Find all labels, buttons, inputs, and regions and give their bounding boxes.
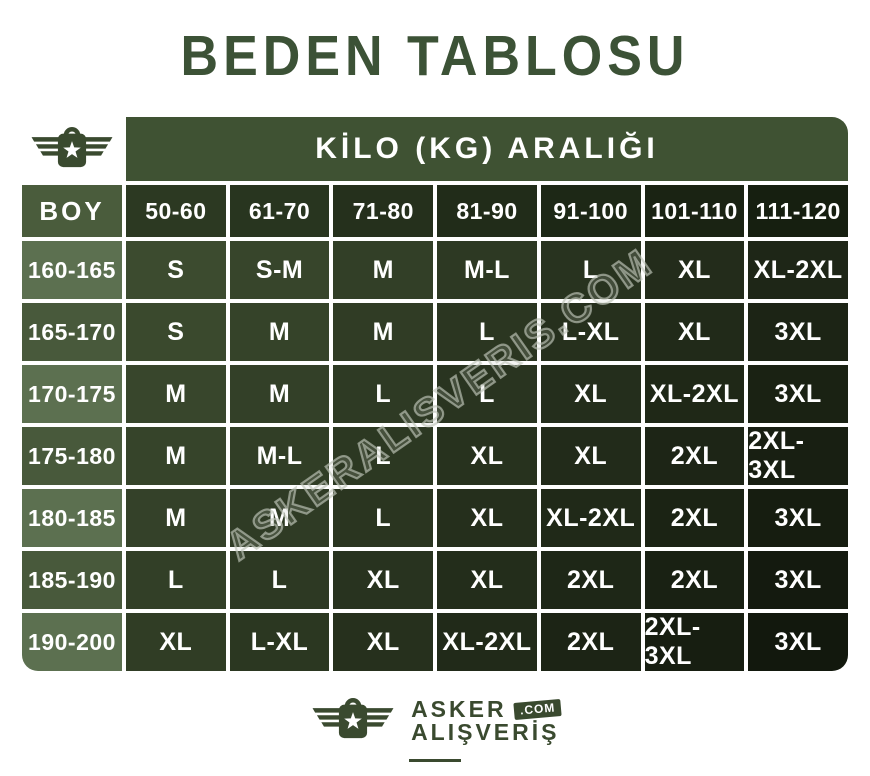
size-cell: 2XL	[540, 551, 641, 609]
size-cell: XL	[540, 427, 641, 485]
size-cell: L	[229, 551, 330, 609]
winged-bag-icon	[309, 694, 397, 747]
size-cell: 3XL	[748, 489, 848, 547]
size-cell: XL	[644, 241, 745, 299]
size-table: KİLO (KG) ARALIĞI BOY 50-60 61-70 71-80 81-…	[22, 117, 848, 671]
size-cell: XL-2XL	[748, 241, 848, 299]
footer-divider	[409, 759, 461, 762]
com-badge: .COM	[512, 698, 562, 720]
size-cell: M	[229, 303, 330, 361]
size-cell: M-L	[437, 241, 537, 299]
size-cell: L-XL	[540, 303, 641, 361]
size-cell: 3XL	[748, 303, 848, 361]
size-cell: XL	[437, 489, 537, 547]
size-cell: XL	[540, 365, 641, 423]
size-cell: M	[126, 427, 226, 485]
weight-header-cell: 111-120	[748, 185, 848, 237]
weight-header-cell: 81-90	[437, 185, 537, 237]
size-cell: L	[126, 551, 226, 609]
size-cell: L-XL	[229, 613, 330, 671]
size-cell: L	[333, 365, 434, 423]
brand-name-bottom: ALIŞVERİŞ	[411, 718, 560, 745]
height-cell: 185-190	[22, 551, 122, 609]
size-cell: L	[437, 303, 537, 361]
size-cell: 2XL-3XL	[644, 613, 745, 671]
height-column-header: BOY	[22, 185, 122, 237]
size-cell: M	[333, 303, 434, 361]
size-cell: M	[229, 489, 330, 547]
height-cell: 165-170	[22, 303, 122, 361]
weight-header-cell: 61-70	[229, 185, 330, 237]
weight-range-header: KİLO (KG) ARALIĞI	[126, 117, 848, 181]
size-cell: XL-2XL	[644, 365, 745, 423]
size-cell: S	[126, 241, 226, 299]
size-cell: 3XL	[748, 551, 848, 609]
weight-header-cell: 50-60	[126, 185, 226, 237]
height-cell: 170-175	[22, 365, 122, 423]
size-cell: M	[333, 241, 434, 299]
size-cell: 2XL	[540, 613, 641, 671]
size-cell: L	[333, 427, 434, 485]
weight-header-cell: 71-80	[333, 185, 434, 237]
size-cell: 2XL-3XL	[748, 427, 848, 485]
size-cell: L	[540, 241, 641, 299]
size-cell: XL	[126, 613, 226, 671]
size-cell: L	[437, 365, 537, 423]
size-cell: M	[229, 365, 330, 423]
height-cell: 180-185	[22, 489, 122, 547]
size-cell: 3XL	[748, 613, 848, 671]
size-cell: XL	[333, 613, 434, 671]
brand-name-top: ASKER	[411, 695, 507, 722]
size-cell: M	[126, 365, 226, 423]
size-cell: XL	[644, 303, 745, 361]
size-cell: S-M	[229, 241, 330, 299]
brand-logo-cell	[22, 117, 122, 181]
size-cell: XL	[333, 551, 434, 609]
size-cell: 2XL	[644, 551, 745, 609]
size-cell: 2XL	[644, 427, 745, 485]
height-cell: 160-165	[22, 241, 122, 299]
height-cell: 190-200	[22, 613, 122, 671]
size-cell: XL	[437, 551, 537, 609]
size-cell: XL-2XL	[540, 489, 641, 547]
size-cell: XL	[437, 427, 537, 485]
size-cell: 3XL	[748, 365, 848, 423]
size-cell: M	[126, 489, 226, 547]
height-cell: 175-180	[22, 427, 122, 485]
winged-bag-icon	[28, 123, 116, 176]
size-cell: M-L	[229, 427, 330, 485]
size-cell: L	[333, 489, 434, 547]
size-grid: KİLO (KG) ARALIĞI BOY 50-60 61-70 71-80 81-…	[22, 117, 848, 671]
page-title: BEDEN TABLOSU	[180, 25, 690, 88]
weight-header-cell: 101-110	[644, 185, 745, 237]
weight-header-cell: 91-100	[540, 185, 641, 237]
size-cell: 2XL	[644, 489, 745, 547]
size-cell: XL-2XL	[437, 613, 537, 671]
size-cell: S	[126, 303, 226, 361]
footer-brand: ASKER .COM ALIŞVERİŞ	[0, 694, 870, 762]
